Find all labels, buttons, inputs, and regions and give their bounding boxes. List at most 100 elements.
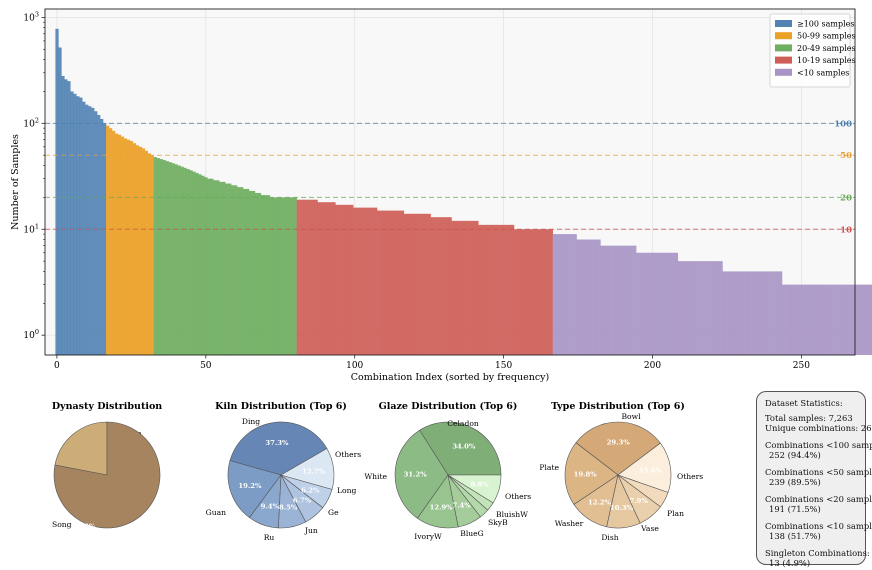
bar — [707, 261, 711, 355]
bar — [481, 224, 485, 355]
bar — [299, 199, 303, 355]
type-pie-chart: Type Distribution (Top 6) 29.3% Bowl 19.8% P… — [539, 401, 703, 542]
bar — [782, 284, 786, 355]
bar — [808, 284, 813, 355]
pie-pct-label: 12.2% — [588, 499, 612, 507]
bar — [73, 93, 77, 355]
bar — [519, 229, 524, 355]
pie-slice-label: Guan — [206, 508, 226, 517]
bar — [394, 210, 399, 355]
bar — [234, 185, 238, 355]
pie-pct-label: 9.4% — [261, 502, 280, 510]
bar — [731, 271, 735, 355]
bar — [856, 284, 860, 355]
bar — [97, 114, 101, 355]
bar — [359, 207, 363, 355]
bar — [618, 245, 622, 355]
bar — [296, 199, 300, 355]
bar — [716, 261, 720, 355]
bar — [228, 183, 232, 355]
bar — [502, 224, 506, 355]
bar — [680, 261, 685, 355]
bar — [665, 252, 670, 355]
bar — [525, 229, 530, 355]
bar — [624, 245, 628, 355]
bar — [287, 197, 291, 355]
bar — [579, 239, 583, 355]
bar — [785, 284, 789, 355]
bar — [240, 187, 244, 355]
bar — [439, 217, 443, 355]
bar — [639, 252, 643, 355]
pie-slice — [280, 448, 335, 490]
bar — [329, 202, 333, 355]
pie-slice-label: Ge — [328, 508, 339, 517]
bar — [621, 245, 625, 355]
bar — [561, 234, 565, 355]
bar — [511, 224, 515, 355]
bar — [409, 213, 414, 355]
bar — [451, 220, 455, 355]
bar — [588, 239, 592, 355]
bar — [448, 217, 452, 355]
bar — [859, 284, 863, 355]
bar — [555, 234, 559, 355]
pie-pct-label: 8.5% — [279, 504, 298, 512]
bar — [517, 229, 521, 355]
bar — [180, 166, 184, 355]
bar — [254, 192, 259, 355]
pie-slice — [229, 421, 328, 476]
bar — [132, 143, 137, 355]
bar — [704, 261, 708, 355]
pie-pct-label: 6.7% — [293, 497, 312, 505]
x-tick-label: 100 — [346, 361, 363, 371]
bar — [600, 245, 604, 355]
bar — [787, 284, 792, 355]
bar — [692, 261, 696, 355]
bar — [347, 204, 351, 355]
bar — [284, 197, 288, 355]
bar — [371, 207, 375, 355]
bar — [189, 170, 193, 355]
bar — [129, 141, 134, 355]
bar — [496, 224, 500, 355]
bar — [454, 220, 458, 355]
bar — [829, 284, 833, 355]
bar — [70, 91, 74, 355]
bar — [225, 183, 229, 355]
bar — [362, 207, 366, 355]
legend-label: 50-99 samples — [797, 32, 856, 41]
bar — [799, 284, 804, 355]
bar — [770, 271, 774, 355]
bar — [418, 213, 422, 355]
bar — [826, 284, 830, 355]
bar — [266, 195, 271, 355]
bar — [91, 107, 95, 355]
bar — [237, 187, 241, 355]
bar — [573, 234, 577, 355]
bar — [171, 163, 175, 355]
bar — [112, 130, 116, 355]
pie-title: Glaze Distribution (Top 6) — [379, 401, 518, 412]
bar — [400, 210, 405, 355]
bar — [722, 271, 726, 355]
stats-lt100-value: 252 (94.4%) — [769, 450, 821, 460]
bar — [534, 229, 539, 355]
bar — [403, 213, 408, 355]
bar — [686, 261, 690, 355]
bar — [231, 185, 235, 355]
y-tick-exponent: 0 — [35, 328, 39, 336]
bar — [552, 234, 556, 355]
pie-pct-label: 78.0% — [72, 523, 96, 531]
bar — [615, 245, 619, 355]
bar — [314, 199, 318, 355]
bar — [344, 204, 348, 355]
pie-slice-label: Washer — [555, 519, 584, 528]
bar — [374, 207, 378, 355]
bar — [356, 207, 360, 355]
bar — [642, 252, 646, 355]
bar — [272, 197, 277, 355]
bar — [82, 101, 86, 355]
bar — [484, 224, 488, 355]
